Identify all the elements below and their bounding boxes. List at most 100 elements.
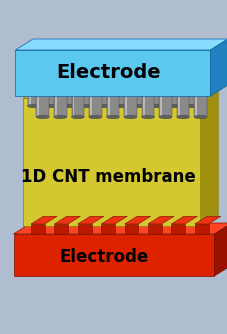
Polygon shape [210,39,227,96]
Ellipse shape [176,65,189,69]
Polygon shape [168,56,170,106]
Text: Electrode: Electrode [59,248,148,266]
Ellipse shape [45,104,58,108]
Polygon shape [150,56,163,106]
Polygon shape [101,216,127,224]
Polygon shape [62,56,75,106]
Polygon shape [78,224,91,234]
Ellipse shape [54,65,66,69]
Polygon shape [147,216,173,224]
Ellipse shape [185,104,197,108]
Polygon shape [23,87,217,98]
Polygon shape [101,224,114,234]
Polygon shape [133,56,135,106]
Polygon shape [97,56,110,106]
Ellipse shape [27,54,40,58]
Ellipse shape [132,54,145,58]
Polygon shape [78,216,103,224]
Polygon shape [13,223,227,234]
Ellipse shape [150,104,163,108]
Ellipse shape [89,115,101,119]
Ellipse shape [115,54,128,58]
Ellipse shape [97,104,110,108]
Polygon shape [36,67,49,117]
Ellipse shape [45,54,58,58]
Polygon shape [160,67,161,117]
Polygon shape [106,67,119,117]
Ellipse shape [115,104,128,108]
Ellipse shape [159,115,171,119]
Polygon shape [200,87,217,226]
Ellipse shape [150,54,163,58]
Ellipse shape [71,65,84,69]
Polygon shape [29,56,30,106]
Polygon shape [171,216,197,224]
Polygon shape [27,56,40,106]
Polygon shape [186,56,188,106]
Polygon shape [13,234,213,276]
Polygon shape [64,56,65,106]
Polygon shape [195,67,196,117]
Ellipse shape [193,115,206,119]
Polygon shape [167,56,180,106]
Ellipse shape [124,65,136,69]
Polygon shape [124,67,136,117]
Ellipse shape [106,65,119,69]
Polygon shape [194,224,207,234]
Polygon shape [90,67,92,117]
Ellipse shape [80,54,93,58]
Polygon shape [6,0,227,334]
Polygon shape [54,224,68,234]
Ellipse shape [159,65,171,69]
Polygon shape [142,67,144,117]
Ellipse shape [80,104,93,108]
Ellipse shape [193,65,206,69]
Ellipse shape [141,65,154,69]
Ellipse shape [62,54,75,58]
Text: 1D CNT membrane: 1D CNT membrane [21,168,195,186]
Polygon shape [37,67,39,117]
Polygon shape [71,67,84,117]
Ellipse shape [167,54,180,58]
Polygon shape [177,67,179,117]
Polygon shape [116,56,118,106]
Ellipse shape [62,104,75,108]
Polygon shape [107,67,109,117]
Polygon shape [171,224,184,234]
Ellipse shape [106,115,119,119]
Polygon shape [54,216,80,224]
Ellipse shape [89,65,101,69]
Ellipse shape [71,115,84,119]
Ellipse shape [185,54,197,58]
Polygon shape [194,216,220,224]
Polygon shape [151,56,153,106]
Polygon shape [193,67,206,117]
Polygon shape [185,56,197,106]
Ellipse shape [132,104,145,108]
Ellipse shape [97,54,110,58]
Polygon shape [125,67,126,117]
Polygon shape [45,56,58,106]
Polygon shape [31,224,44,234]
Ellipse shape [36,115,49,119]
Polygon shape [147,224,161,234]
Polygon shape [124,216,150,224]
Ellipse shape [124,115,136,119]
Ellipse shape [141,115,154,119]
Polygon shape [115,56,128,106]
Polygon shape [15,39,227,50]
Ellipse shape [54,115,66,119]
Polygon shape [15,50,210,96]
Ellipse shape [36,65,49,69]
Text: Electrode: Electrode [57,62,161,81]
Polygon shape [89,67,101,117]
Polygon shape [54,67,66,117]
Polygon shape [159,67,171,117]
Polygon shape [23,98,200,226]
Polygon shape [124,224,138,234]
Polygon shape [213,223,227,276]
Polygon shape [72,67,74,117]
Polygon shape [132,56,145,106]
Ellipse shape [27,104,40,108]
Polygon shape [80,56,93,106]
